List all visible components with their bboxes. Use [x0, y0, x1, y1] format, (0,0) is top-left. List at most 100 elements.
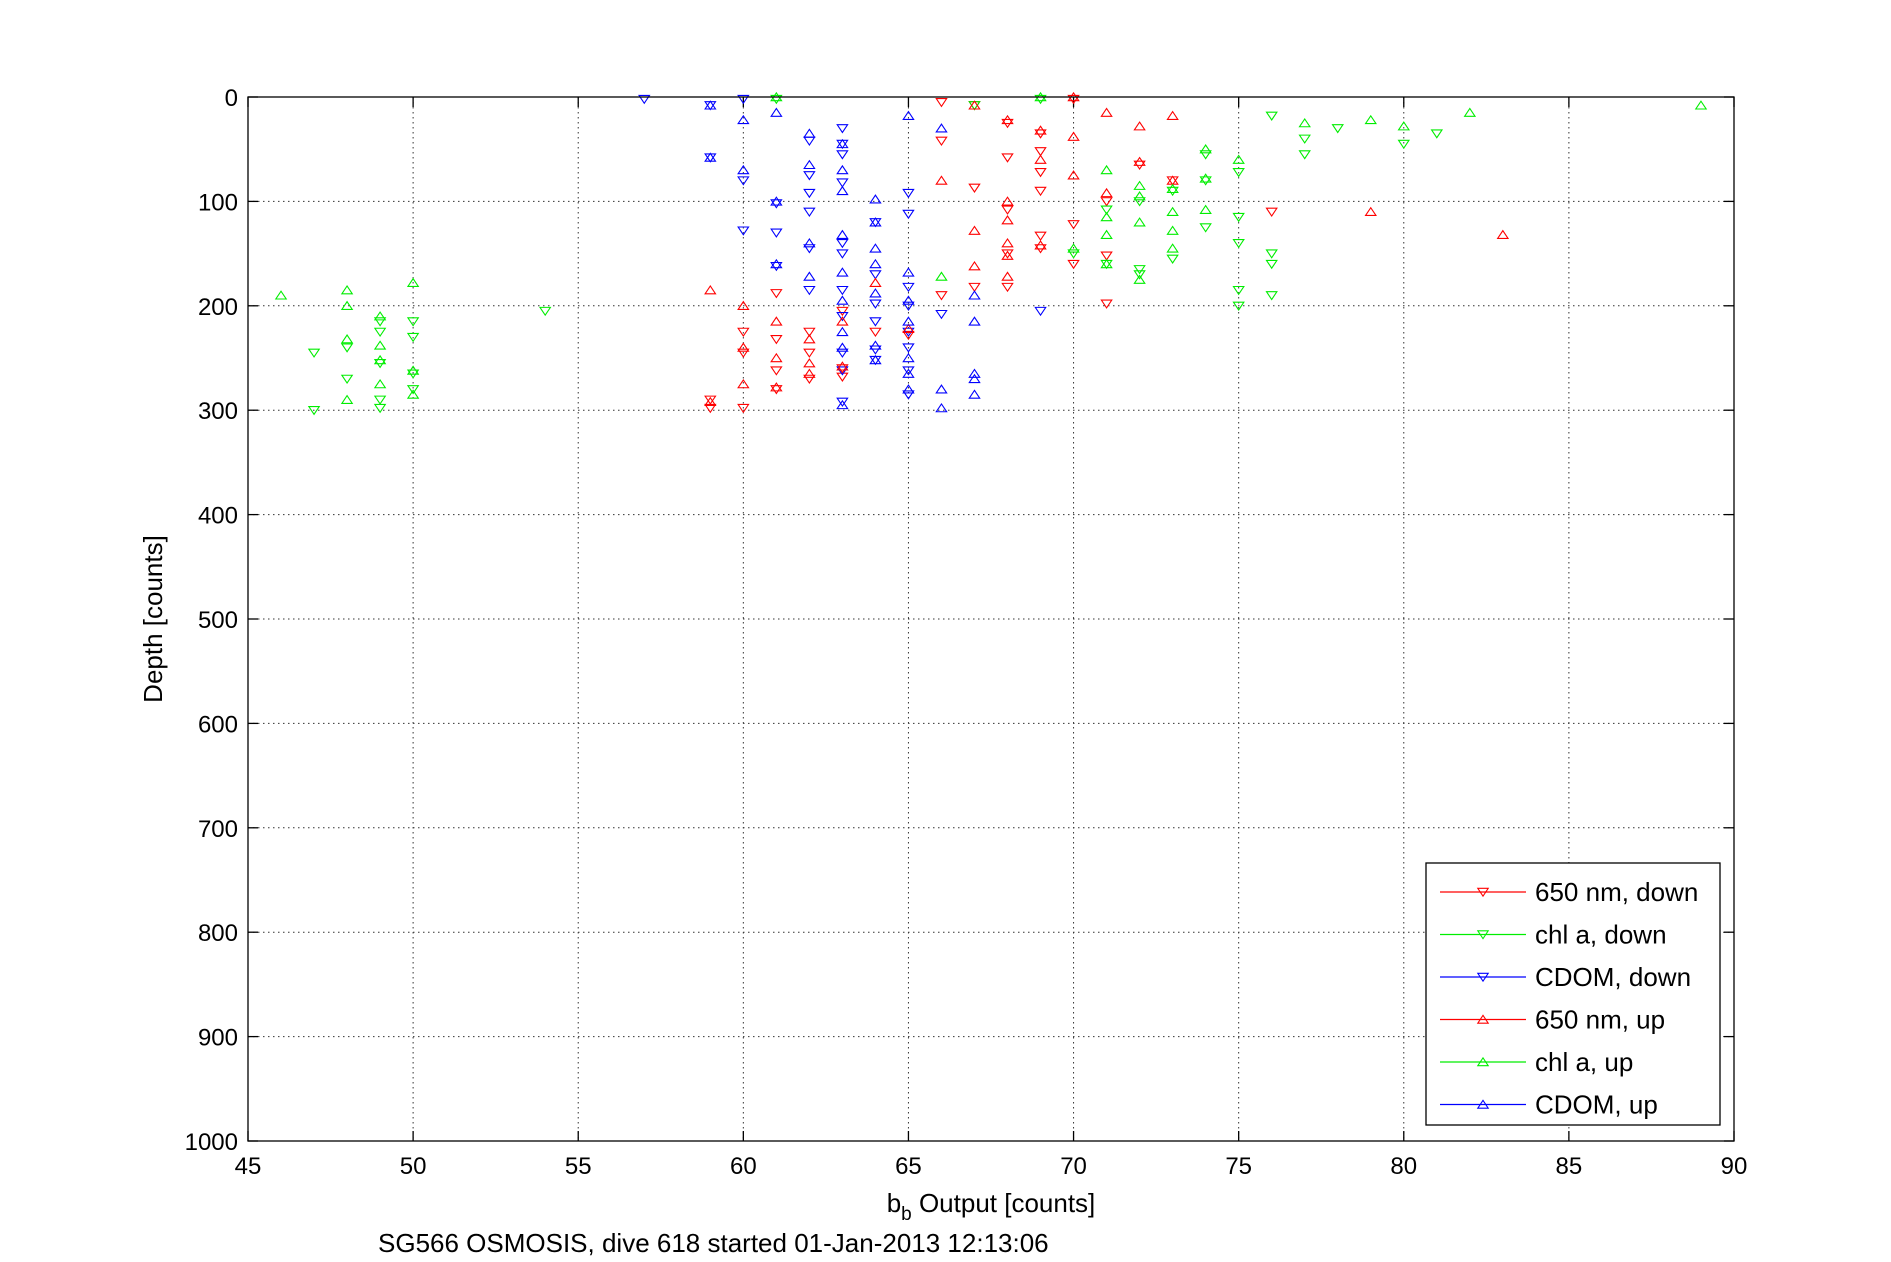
data-point	[1298, 150, 1311, 160]
data-point	[836, 238, 849, 249]
data-point	[770, 385, 783, 395]
data-point	[1067, 170, 1080, 180]
data-point	[902, 267, 915, 277]
data-point	[1199, 150, 1212, 160]
data-point	[704, 395, 717, 405]
data-point	[737, 176, 750, 186]
x-tick-label: 70	[1060, 1153, 1087, 1180]
data-point	[373, 378, 387, 389]
x-tick-label: 55	[565, 1153, 592, 1180]
y-tick-label: 600	[198, 711, 238, 738]
data-point	[968, 100, 981, 110]
data-point	[968, 316, 981, 326]
data-point	[803, 358, 816, 368]
data-point	[1232, 212, 1245, 223]
y-tick-label: 800	[198, 920, 238, 947]
data-point	[1265, 249, 1278, 259]
data-point	[770, 352, 783, 363]
data-point	[836, 366, 849, 376]
data-point	[869, 270, 882, 280]
data-point	[869, 345, 882, 355]
legend-marker	[1476, 1014, 1490, 1024]
legend-marker	[1476, 1056, 1490, 1067]
data-point	[406, 277, 420, 288]
data-point	[1001, 205, 1014, 215]
data-point	[836, 348, 849, 358]
data-point	[1133, 265, 1146, 275]
data-point	[538, 306, 552, 317]
data-point	[373, 317, 387, 327]
data-point	[869, 277, 882, 288]
legend-entry: chl a, down	[1440, 920, 1667, 950]
data-point	[869, 258, 882, 269]
data-point	[1199, 173, 1212, 183]
data-point	[1133, 121, 1146, 131]
data-point	[902, 368, 915, 378]
data-point	[737, 300, 750, 310]
data-point	[1100, 229, 1113, 239]
data-point	[1100, 187, 1113, 198]
data-point	[836, 399, 849, 410]
data-point	[935, 123, 948, 133]
series-0-points	[704, 94, 1278, 414]
data-point	[770, 107, 783, 117]
data-point	[373, 354, 387, 365]
data-point	[770, 316, 783, 326]
data-point	[704, 152, 717, 162]
data-point	[737, 94, 750, 105]
data-point	[373, 327, 387, 338]
data-point	[1133, 156, 1146, 166]
data-point	[1364, 114, 1377, 125]
data-point	[836, 361, 849, 371]
data-point	[704, 284, 717, 295]
data-point	[902, 110, 915, 120]
data-point	[373, 403, 387, 414]
data-point	[1199, 144, 1212, 154]
data-point	[770, 261, 783, 272]
data-point	[1265, 207, 1278, 217]
data-point	[1001, 250, 1014, 260]
data-point	[803, 327, 816, 338]
data-point	[1100, 299, 1113, 309]
data-point	[968, 225, 981, 235]
data-point	[1001, 196, 1014, 206]
legend: 650 nm, down chl a, down CDOM, down 650 nm,…	[1425, 862, 1721, 1126]
scatter-points	[274, 91, 1708, 416]
data-point	[1199, 204, 1212, 214]
legend-label: CDOM, down	[1535, 962, 1691, 992]
data-point	[1265, 291, 1278, 301]
data-point	[737, 403, 750, 414]
data-point	[1331, 124, 1344, 134]
data-point	[869, 317, 882, 327]
data-point	[803, 171, 816, 181]
data-point	[1298, 134, 1311, 144]
data-point	[836, 364, 849, 374]
data-point	[1034, 167, 1047, 178]
data-point	[902, 330, 915, 341]
legend-entry: CDOM, down	[1440, 962, 1691, 992]
y-tick-label: 0	[225, 85, 238, 112]
data-point	[803, 348, 816, 358]
data-point	[935, 384, 948, 394]
data-point	[1034, 240, 1047, 250]
data-point	[1364, 206, 1377, 217]
data-point	[1265, 259, 1278, 270]
data-point	[1133, 180, 1146, 190]
data-point	[1166, 225, 1179, 235]
data-point	[373, 395, 387, 405]
x-tick-label: 80	[1390, 1153, 1417, 1180]
data-point	[902, 352, 915, 363]
y-tick-label: 700	[198, 816, 238, 843]
data-point	[1001, 238, 1014, 248]
data-point	[1166, 186, 1179, 197]
data-point	[902, 366, 915, 376]
data-point	[704, 403, 717, 414]
data-point	[770, 228, 783, 238]
y-tick-label: 900	[198, 1025, 238, 1052]
data-point	[340, 374, 354, 385]
data-point	[770, 382, 783, 392]
x-tick-label: 90	[1721, 1153, 1748, 1180]
data-point	[803, 244, 816, 254]
data-point	[968, 260, 981, 271]
